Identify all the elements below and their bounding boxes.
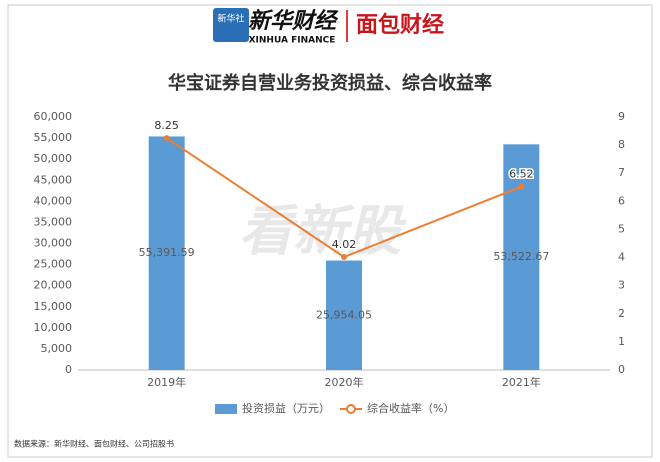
x-tick-label: 2021年: [502, 375, 541, 389]
point: [518, 183, 525, 190]
bar-label: 53,522.67: [493, 250, 549, 263]
y-tick-label: 35,000: [34, 215, 73, 228]
y-tick-label: 30,000: [34, 237, 73, 250]
x-tick-label: 2019年: [147, 375, 186, 389]
y-tick-label: 45,000: [34, 173, 73, 186]
source: 数据来源：新华财经、面包财经、公司招股书: [14, 439, 174, 449]
y-tick-label: 50,000: [34, 152, 73, 165]
y-tick-label: 0: [65, 363, 72, 376]
y2-tick-label: 7: [618, 166, 625, 179]
y2-tick-label: 4: [618, 251, 625, 264]
y2-tick-label: 9: [618, 110, 625, 123]
y-tick-label: 20,000: [34, 279, 73, 292]
bar: [503, 144, 540, 370]
legend-marker: [346, 404, 356, 414]
legend-label: 投资损益（万元）: [242, 401, 330, 415]
y-tick-label: 15,000: [34, 300, 73, 313]
y2-tick-label: 2: [618, 307, 625, 320]
y-tick-label: 60,000: [34, 110, 73, 123]
y2-tick-label: 1: [618, 335, 625, 348]
y-tick-label: 40,000: [34, 194, 73, 207]
bar-label: 25,954.05: [316, 308, 372, 321]
bar: [148, 136, 185, 370]
point: [163, 135, 170, 142]
y-tick-label: 25,000: [34, 258, 73, 271]
brand: 新华财经: [248, 8, 339, 34]
legend-label: 综合收益率（%）: [367, 401, 454, 415]
bar-label: 55,391.59: [139, 246, 195, 259]
y-tick-label: 10,000: [34, 321, 73, 334]
y2-tick-label: 6: [618, 194, 625, 207]
x-tick-label: 2020年: [325, 375, 364, 389]
logo-box: [213, 8, 249, 42]
y-tick-label: 5,000: [41, 342, 73, 355]
chart-frame: [7, 4, 653, 458]
point-label: 8.25: [154, 119, 179, 132]
point-label: 6.52: [509, 168, 534, 181]
point: [341, 253, 347, 260]
bar: [326, 260, 362, 370]
point-label: 4.02: [332, 238, 357, 251]
y2-tick-label: 8: [618, 138, 625, 151]
brand-en: XINHUA FINANCE: [249, 36, 336, 46]
watermark: 看新股: [239, 200, 407, 263]
y2-tick-label: 0: [618, 363, 625, 376]
logo-text: 新华社: [217, 13, 244, 25]
chart-title: 华宝证券自营业务投资损益、综合收益率: [168, 72, 492, 94]
y2-tick-label: 3: [618, 279, 625, 292]
partner: 面包财经: [356, 12, 444, 38]
y-tick-label: 55,000: [34, 131, 73, 144]
y2-tick-label: 5: [618, 222, 625, 235]
legend-swatch: [215, 404, 237, 414]
